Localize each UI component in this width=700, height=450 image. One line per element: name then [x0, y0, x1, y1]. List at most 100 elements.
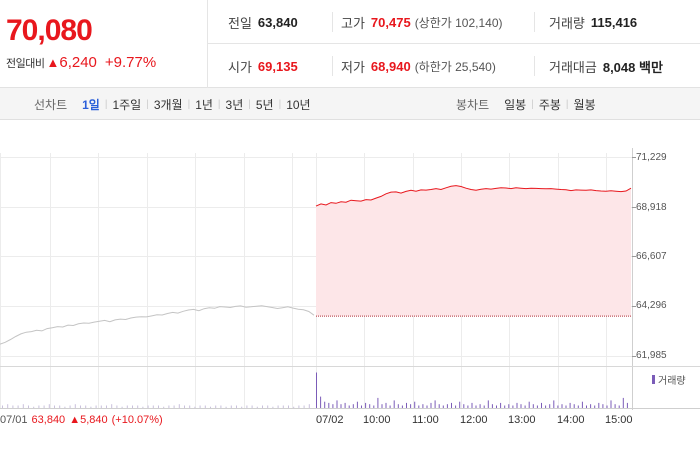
x-tick-label: 10:00 — [363, 414, 391, 426]
volume-bar — [332, 404, 334, 408]
volume-bar — [369, 404, 371, 408]
volume-bar — [520, 404, 522, 408]
volume-bar — [33, 406, 35, 408]
volume-bar — [622, 397, 624, 408]
low-label: 저가 — [341, 59, 365, 75]
volume-bar — [48, 404, 50, 408]
volume-bar — [569, 402, 571, 408]
volume-bar — [524, 405, 526, 408]
volume-bar — [434, 400, 436, 408]
volume-bar — [438, 404, 440, 408]
prev-close-value: 63,840 — [257, 14, 298, 30]
prev-close-cell: 전일 63,840 — [228, 0, 298, 44]
volume-bar — [577, 405, 579, 408]
quote-summary: 70,080 전일대비 ▲ 6,240 +9.77% 전일 63,840 고가 … — [0, 0, 700, 88]
volume-bar — [241, 406, 243, 408]
up-triangle-icon: ▲ — [46, 55, 60, 70]
intraday-chart[interactable]: 71,229 68,918 66,607 64,296 61,985 거래량 0… — [0, 120, 700, 450]
low-value: 68,940 — [370, 58, 411, 74]
volume-bar — [373, 405, 375, 408]
volume-bar — [210, 406, 211, 408]
volume-bar — [426, 405, 428, 408]
volume-bar — [586, 405, 587, 408]
tab-divider: | — [104, 98, 108, 110]
volume-bar — [385, 402, 387, 408]
open-cell: 시가 69,135 — [228, 44, 298, 88]
amount-cell: 거래대금 8,048 백만 — [534, 56, 663, 76]
volume-bar — [471, 402, 473, 408]
volume-bar — [463, 404, 465, 408]
low-cell: 저가 68,940 (하한가 25,540) — [332, 56, 496, 76]
tab-5year[interactable]: 5년 — [255, 97, 274, 112]
volume-bar — [38, 405, 40, 408]
volume-bar — [467, 405, 469, 408]
volume-bar — [422, 404, 424, 408]
volume-bar — [126, 405, 128, 408]
high-label: 고가 — [341, 15, 365, 31]
volume-bar — [389, 405, 391, 408]
volume-bar — [393, 400, 395, 408]
volume-bar — [594, 405, 596, 408]
y-tick-label: 64,296 — [636, 300, 667, 311]
volume-bar — [459, 401, 461, 408]
tab-1day[interactable]: 1일 — [82, 97, 100, 112]
chart-canvas — [0, 148, 700, 410]
volume-bar — [414, 401, 416, 408]
today-price-area — [316, 185, 631, 317]
volume-legend-label: 거래량 — [658, 376, 686, 387]
volume-bar — [272, 406, 274, 408]
volume-bar — [54, 405, 55, 408]
volume-bar — [446, 404, 448, 408]
volume-bar — [508, 404, 510, 408]
upper-limit: (상한가 102,140) — [414, 15, 503, 30]
volume-bar — [610, 400, 612, 408]
prev-close-label: 전일 — [228, 15, 252, 31]
volume-bar — [320, 396, 322, 408]
volume-bar — [59, 405, 61, 408]
volume-bar — [173, 405, 175, 408]
volume-bar — [90, 406, 92, 408]
volume-bar — [406, 402, 407, 408]
tab-1week[interactable]: 1주일 — [112, 97, 142, 112]
tab-3year[interactable]: 3년 — [225, 97, 244, 112]
volume-bar — [590, 404, 592, 408]
volume-bar — [28, 405, 29, 408]
tab-10year[interactable]: 10년 — [286, 97, 311, 112]
volume-bar — [418, 405, 420, 408]
high-value: 70,475 — [370, 14, 411, 30]
tab-daily[interactable]: 일봉 — [504, 97, 527, 112]
stats-row-1: 전일 63,840 고가 70,475 (상한가 102,140) 거래량 11… — [208, 0, 700, 44]
volume-bar — [377, 397, 379, 408]
y-tick-label: 71,229 — [636, 152, 667, 163]
volume-bar — [17, 405, 19, 408]
x-tick-label: 14:00 — [557, 414, 585, 426]
volume-bar — [95, 405, 97, 408]
volume-bar — [455, 405, 457, 408]
quote-stats: 전일 63,840 고가 70,475 (상한가 102,140) 거래량 11… — [208, 0, 700, 88]
volume-bar — [251, 405, 253, 408]
volume-bar — [106, 405, 107, 408]
tab-3month[interactable]: 3개월 — [153, 97, 183, 112]
prev-day-date: 07/01 — [0, 414, 28, 426]
volume-bar — [598, 402, 600, 408]
tab-monthly[interactable]: 월봉 — [573, 97, 596, 112]
volume-bar — [308, 404, 310, 408]
volume-bar — [215, 405, 217, 408]
volume-bar — [111, 404, 113, 408]
tab-divider: | — [531, 98, 534, 110]
volume-bar — [298, 405, 300, 408]
volume-legend: 거래량 — [652, 372, 686, 387]
volume-bar — [7, 404, 9, 408]
prev-day-price: 63,840 — [31, 414, 66, 426]
volume-bar — [496, 405, 497, 408]
volume-bar — [85, 405, 87, 408]
tab-weekly[interactable]: 주봉 — [538, 97, 561, 112]
x-tick-label: 13:00 — [508, 414, 536, 426]
candle-chart-tabs: 봉차트 일봉 | 주봉 | 월봉 — [456, 88, 601, 120]
volume-bar — [361, 405, 362, 408]
volume-bar — [246, 405, 248, 408]
volume-bar — [516, 402, 518, 408]
change-percent: +9.77% — [104, 54, 157, 71]
tab-1year[interactable]: 1년 — [195, 97, 213, 112]
volume-bar — [344, 402, 346, 408]
